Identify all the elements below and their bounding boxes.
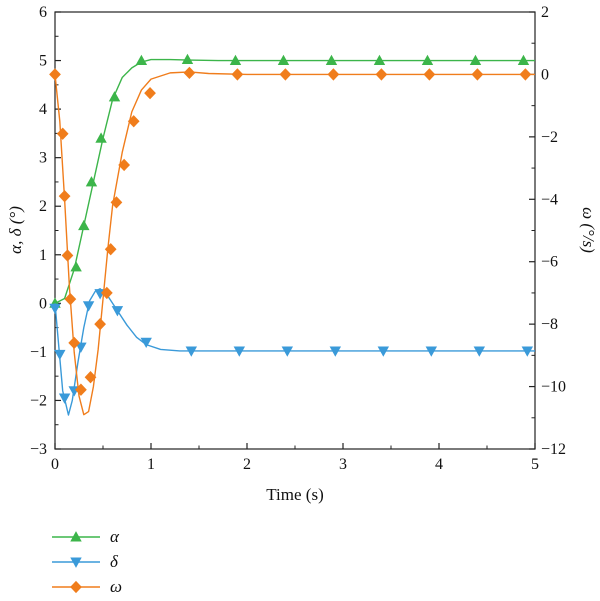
data-point-omega (58, 190, 71, 203)
data-point-omega (49, 68, 61, 81)
data-point-alpha (373, 54, 386, 66)
y-right-tick-label: 0 (541, 66, 549, 83)
data-point-delta (329, 346, 342, 357)
data-point-alpha (78, 219, 90, 231)
y-left-tick-label: 2 (39, 198, 47, 215)
x-tick-label: 1 (147, 456, 155, 473)
data-point-omega (104, 243, 117, 256)
y-left-tick-label: −1 (30, 344, 47, 361)
y-left-tick-label: −3 (30, 441, 47, 458)
x-tick-label: 2 (243, 456, 251, 473)
data-point-omega (144, 87, 156, 100)
data-point-alpha (85, 176, 98, 187)
series-line-omega (54, 71, 535, 416)
legend-marker-delta (70, 557, 82, 568)
x-tick-label: 3 (339, 456, 347, 473)
data-point-delta (58, 393, 71, 404)
data-point-omega (100, 286, 113, 300)
data-point-delta (473, 346, 486, 357)
legend-label-omega: ω (110, 577, 122, 596)
y-right-tick-label: −6 (541, 254, 558, 271)
y-right-tick-label: 2 (541, 4, 549, 21)
data-point-alpha (421, 54, 434, 66)
y-right-tick-label: −8 (541, 316, 558, 333)
data-point-omega (519, 68, 532, 81)
data-point-delta (49, 303, 61, 315)
plot-area-frame (54, 11, 536, 450)
y-left-tick-label: 5 (39, 53, 47, 70)
legend-marker-omega (70, 580, 82, 594)
data-point-delta (281, 346, 294, 357)
data-point-omega (64, 293, 77, 306)
y-axis-label-right: ω (°/s) (579, 207, 598, 253)
data-point-alpha (135, 54, 148, 66)
x-tick-label: 5 (531, 456, 539, 473)
data-point-omega (94, 317, 106, 331)
data-point-omega (279, 68, 292, 81)
series-line-delta (54, 288, 535, 416)
data-point-alpha (277, 54, 290, 66)
y-left-tick-label: 1 (39, 247, 47, 264)
y-left-tick-label: 6 (39, 4, 47, 21)
data-point-delta (185, 346, 198, 357)
data-point-delta (425, 346, 438, 357)
y-left-tick-label: −2 (30, 392, 47, 409)
series-line-alpha (54, 58, 535, 304)
data-point-delta (377, 346, 390, 357)
data-point-alpha (325, 54, 338, 66)
series-layer (49, 53, 535, 416)
data-point-omega (471, 68, 484, 81)
y-right-tick-label: −4 (541, 191, 558, 208)
legend: αδω (52, 527, 122, 596)
legend-label-delta: δ (110, 552, 119, 571)
data-point-alpha (181, 53, 194, 65)
x-tick-label: 4 (435, 456, 443, 473)
data-point-omega (84, 371, 97, 384)
data-point-delta (82, 301, 95, 312)
data-point-alpha (517, 54, 530, 66)
legend-marker-alpha (70, 531, 82, 542)
data-point-omega (231, 68, 244, 81)
data-point-omega (423, 68, 436, 81)
y-left-tick-label: 4 (39, 101, 47, 118)
legend-label-alpha: α (110, 527, 120, 546)
data-point-alpha (469, 54, 482, 66)
data-point-omega (127, 115, 140, 128)
y-right-tick-label: −10 (541, 379, 566, 396)
data-point-omega (110, 196, 123, 209)
x-axis-label: Time (s) (266, 485, 323, 504)
data-point-omega (75, 383, 87, 396)
data-point-omega (327, 68, 340, 81)
y-right-tick-label: −12 (541, 441, 566, 458)
data-point-delta (521, 346, 534, 357)
data-point-omega (118, 158, 130, 172)
data-point-alpha (229, 54, 242, 66)
y-right-tick-label: −2 (541, 129, 558, 146)
data-point-omega (375, 68, 388, 81)
data-point-delta (233, 346, 246, 357)
data-point-alpha (95, 132, 107, 143)
data-point-omega (68, 336, 81, 350)
x-tick-label: 0 (51, 456, 59, 473)
data-point-omega (61, 249, 74, 262)
data-point-delta (54, 349, 66, 361)
y-left-tick-label: 0 (39, 295, 47, 312)
y-axis-label-left: α, δ (°) (6, 206, 25, 254)
data-point-omega (56, 127, 69, 140)
data-point-alpha (70, 261, 82, 272)
data-point-alpha (108, 91, 121, 102)
data-point-delta (75, 342, 87, 353)
data-point-omega (183, 66, 196, 80)
data-point-delta (140, 337, 152, 348)
data-point-delta (111, 306, 124, 317)
y-left-tick-label: 3 (39, 150, 47, 167)
